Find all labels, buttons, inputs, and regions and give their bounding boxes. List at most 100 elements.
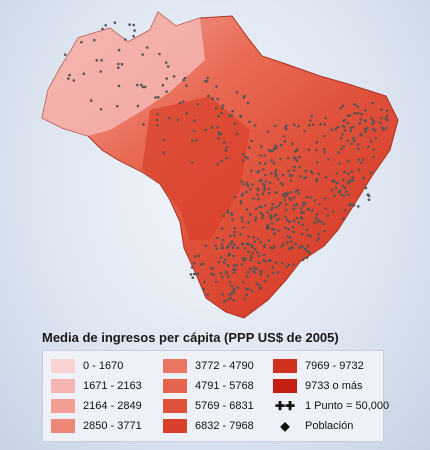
population-dot bbox=[178, 101, 182, 105]
population-dot bbox=[351, 176, 354, 179]
population-dot bbox=[172, 75, 176, 78]
population-dot bbox=[344, 190, 348, 193]
population-dot bbox=[283, 198, 287, 202]
population-dot bbox=[250, 290, 254, 293]
population-dot bbox=[257, 261, 261, 265]
population-dot bbox=[297, 192, 301, 196]
population-dot bbox=[281, 173, 285, 177]
population-dot bbox=[341, 104, 345, 108]
population-dot bbox=[252, 236, 255, 239]
legend-item-1: 1671 - 2163 bbox=[51, 379, 142, 393]
population-dot bbox=[270, 172, 273, 175]
population-dot bbox=[364, 130, 368, 134]
population-dot bbox=[229, 234, 232, 238]
population-dot bbox=[352, 204, 356, 207]
population-dot bbox=[356, 111, 360, 115]
population-dot bbox=[247, 221, 250, 224]
population-dot bbox=[323, 197, 327, 200]
population-dot bbox=[334, 187, 338, 190]
population-dot bbox=[247, 250, 250, 254]
population-dot bbox=[282, 135, 286, 138]
population-dot bbox=[191, 276, 194, 280]
population-dot bbox=[330, 128, 333, 131]
population-dot bbox=[267, 187, 271, 191]
legend-label-1: 1671 - 2163 bbox=[83, 380, 142, 392]
population-dot bbox=[80, 40, 83, 44]
population-dot bbox=[220, 243, 224, 246]
population-dot bbox=[128, 23, 131, 26]
population-dot bbox=[264, 260, 268, 263]
population-dot bbox=[229, 242, 233, 245]
population-dot bbox=[315, 239, 319, 242]
population-dot bbox=[185, 112, 188, 115]
population-dot bbox=[259, 240, 262, 244]
population-dot bbox=[357, 168, 361, 172]
population-dot bbox=[315, 161, 319, 164]
population-dot bbox=[305, 195, 309, 199]
population-dot bbox=[64, 53, 67, 56]
population-dot bbox=[67, 77, 70, 80]
population-dot bbox=[256, 237, 260, 241]
population-dot bbox=[296, 148, 299, 151]
population-dot bbox=[250, 169, 253, 172]
population-dot bbox=[228, 281, 232, 284]
population-dot bbox=[349, 126, 353, 130]
population-dot bbox=[335, 172, 339, 175]
population-dot bbox=[213, 273, 216, 277]
population-dot bbox=[99, 70, 102, 73]
population-dot bbox=[369, 171, 373, 174]
population-dot bbox=[268, 181, 272, 185]
population-dot bbox=[385, 114, 389, 118]
population-dot bbox=[292, 204, 296, 207]
population-dot bbox=[266, 274, 270, 278]
population-dot bbox=[302, 204, 305, 208]
population-dot bbox=[215, 247, 219, 251]
population-dot bbox=[132, 34, 135, 38]
population-dot bbox=[372, 120, 376, 124]
population-dot bbox=[191, 139, 194, 143]
population-dot bbox=[309, 196, 312, 199]
population-dot bbox=[288, 236, 292, 239]
population-dot bbox=[245, 190, 248, 194]
population-dot bbox=[384, 126, 388, 130]
population-dot bbox=[143, 85, 147, 89]
population-dot bbox=[286, 235, 290, 238]
population-dot bbox=[228, 114, 231, 117]
population-dot bbox=[270, 159, 273, 162]
population-dot bbox=[245, 275, 249, 278]
population-dot bbox=[182, 78, 185, 82]
population-dot bbox=[266, 223, 270, 227]
population-dot bbox=[245, 242, 249, 245]
population-dot bbox=[299, 175, 302, 178]
population-dot bbox=[235, 264, 238, 267]
legend-item-dots: ✚✚ 1 Punto = 50,000 bbox=[273, 399, 389, 413]
legend-label-3: 2850 - 3771 bbox=[83, 420, 142, 432]
population-dot bbox=[361, 158, 365, 161]
population-dot bbox=[281, 261, 284, 265]
legend-swatch-1 bbox=[51, 379, 75, 393]
population-dot bbox=[279, 181, 283, 185]
population-dot bbox=[260, 145, 263, 148]
population-dot bbox=[289, 174, 293, 178]
population-dot bbox=[214, 107, 218, 110]
population-dot bbox=[253, 124, 257, 127]
population-dot bbox=[247, 288, 250, 291]
population-dot bbox=[384, 117, 388, 120]
population-dot bbox=[324, 116, 327, 120]
population-dot bbox=[247, 234, 250, 238]
population-dot bbox=[301, 245, 304, 249]
population-dot bbox=[248, 213, 252, 216]
population-dot bbox=[82, 72, 86, 75]
population-dot bbox=[269, 246, 273, 250]
population-dot bbox=[189, 273, 193, 276]
population-dot bbox=[351, 137, 355, 140]
population-dot bbox=[257, 283, 261, 287]
population-dot bbox=[284, 195, 287, 198]
population-dot bbox=[343, 125, 346, 128]
population-dot bbox=[293, 150, 297, 153]
population-dot bbox=[241, 281, 245, 284]
population-dot bbox=[278, 204, 281, 207]
population-dot bbox=[242, 259, 246, 262]
population-dot bbox=[326, 214, 330, 217]
population-dot bbox=[261, 192, 265, 195]
